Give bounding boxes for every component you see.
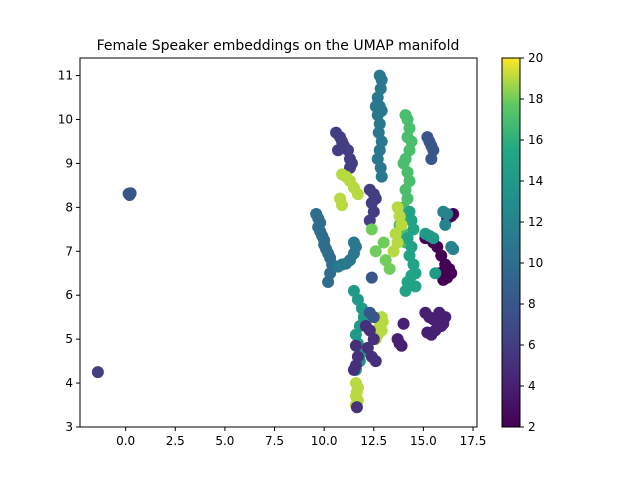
- scatter-point: [351, 188, 364, 201]
- colorbar-tick-label: 20: [528, 51, 543, 65]
- colorbar-tick-label: 16: [528, 133, 543, 147]
- scatter-point: [367, 311, 380, 324]
- x-tick-label: 7.5: [265, 434, 284, 448]
- scatter-point: [322, 276, 335, 289]
- y-axis: 3 4 5 6 7 8 9 10 11: [58, 69, 80, 434]
- plot-area: [79, 57, 478, 428]
- scatter-point: [409, 280, 422, 293]
- x-tick-label: 17.5: [460, 434, 487, 448]
- scatter-point: [336, 199, 349, 212]
- scatter-point: [365, 223, 378, 236]
- colorbar: 2 4 6 8 10 12 14 16 18 20: [501, 51, 543, 434]
- scatter-point: [425, 153, 438, 166]
- colorbar-tick-label: 14: [528, 174, 543, 188]
- scatter-point: [427, 232, 440, 245]
- scatter-point: [441, 207, 454, 220]
- y-tick-label: 3: [65, 420, 73, 434]
- colorbar-tick-label: 6: [528, 338, 536, 352]
- scatter-point: [405, 269, 418, 282]
- scatter-point: [124, 187, 137, 200]
- scatter-point: [369, 355, 382, 368]
- y-tick-label: 11: [58, 69, 73, 83]
- plot-frame: [79, 57, 478, 428]
- scatter-point: [387, 245, 400, 258]
- scatter-point: [347, 236, 360, 249]
- y-tick-label: 4: [65, 376, 73, 390]
- x-tick-label: 0.0: [116, 434, 135, 448]
- y-tick-label: 6: [65, 288, 73, 302]
- scatter-point: [439, 218, 452, 231]
- colorbar-scale: [501, 57, 521, 428]
- colorbar-tick-label: 12: [528, 215, 543, 229]
- scatter-point: [433, 306, 446, 319]
- scatter-point: [375, 170, 388, 183]
- x-tick-label: 15.0: [410, 434, 437, 448]
- scatter-point: [429, 267, 442, 280]
- scatter-point: [377, 236, 390, 249]
- scatter-point: [91, 366, 104, 379]
- y-tick-label: 10: [58, 113, 73, 127]
- y-tick-label: 9: [65, 156, 73, 170]
- chart-title: Female Speaker embeddings on the UMAP ma…: [97, 38, 460, 54]
- scatter-point: [383, 262, 396, 275]
- scatter-point: [369, 245, 382, 258]
- scatter-point: [421, 326, 434, 339]
- x-axis: 0.0 2.5 5.0 7.5 10.0 12.5 15.0 17.5: [116, 427, 486, 448]
- scatter-point: [397, 317, 410, 330]
- scatter-point: [407, 223, 420, 236]
- x-tick-label: 5.0: [215, 434, 234, 448]
- scatter-point: [349, 339, 362, 352]
- scatter-point: [399, 284, 412, 297]
- colorbar-tick-label: 10: [528, 256, 543, 270]
- scatter-point: [374, 161, 387, 174]
- scatter-point: [332, 144, 345, 157]
- x-tick-label: 2.5: [166, 434, 185, 448]
- scatter-point: [350, 401, 363, 414]
- scatter-point: [395, 218, 408, 231]
- colorbar-tick-label: 8: [528, 297, 536, 311]
- scatter-point: [373, 117, 386, 130]
- x-tick-label: 10.0: [311, 434, 338, 448]
- scatter-point: [375, 73, 388, 86]
- colorbar-tick-label: 18: [528, 92, 543, 106]
- colorbar-tick-label: 2: [528, 420, 536, 434]
- y-tick-label: 8: [65, 200, 73, 214]
- scatter-point: [365, 271, 378, 284]
- y-tick-label: 7: [65, 244, 73, 258]
- x-tick-label: 12.5: [360, 434, 387, 448]
- scatter-point: [395, 339, 408, 352]
- scatter-point: [367, 333, 380, 346]
- scatter-point: [347, 363, 360, 376]
- colorbar-tick-label: 4: [528, 379, 536, 393]
- scatter-point: [447, 243, 460, 256]
- y-tick-label: 5: [65, 332, 73, 346]
